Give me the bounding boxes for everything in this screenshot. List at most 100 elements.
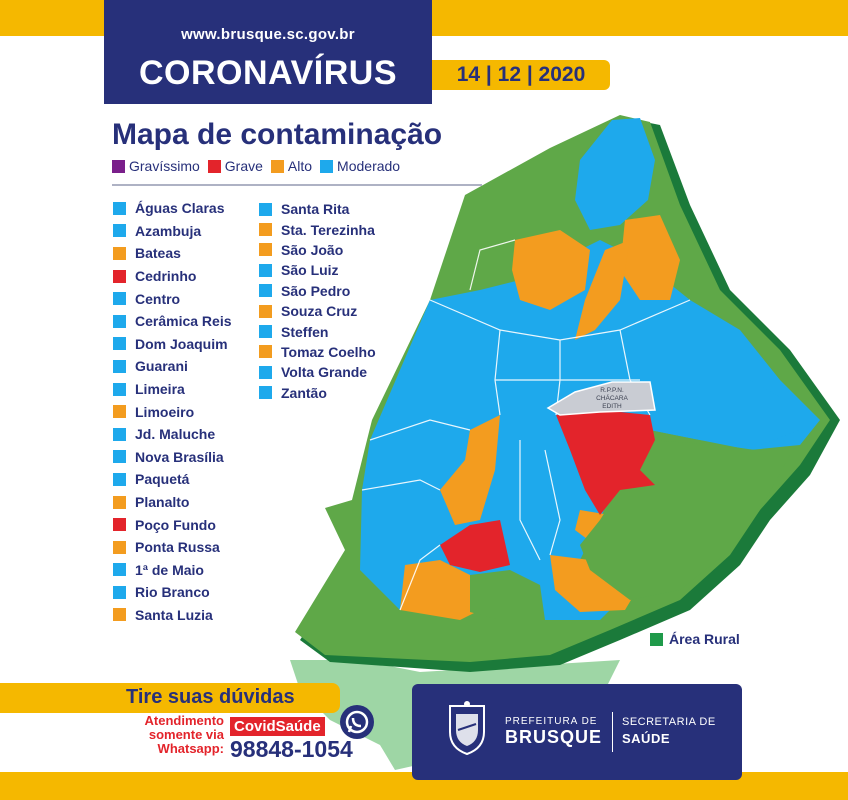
neighborhood-item: Águas Claras [112,197,232,220]
covid-tag: CovidSaúde [230,717,325,736]
neighborhood-item: Rio Branco [112,581,232,604]
reserve-label-3: EDITH [602,403,622,410]
neighborhood-swatch [258,364,273,380]
neighborhood-swatch [258,201,273,217]
neighborhood-item: Santa Luzia [112,604,232,627]
neighborhood-item: Cerâmica Reis [112,310,232,333]
neighborhood-swatch [112,584,127,600]
urban-east-area [640,380,800,445]
neighborhood-swatch [258,242,273,258]
neighborhood-swatch [258,222,273,238]
map-title: Mapa de contaminação [112,118,443,151]
contact-instructions: Atendimento somente via Whatsapp: [118,714,224,756]
rural-swatch [650,632,663,646]
neighborhood-item: Paquetá [112,468,232,491]
neighborhood-item: Centro [112,287,232,310]
orange-west-area [440,415,500,525]
neighborhood-item: Volta Grande [258,362,376,382]
neighborhood-name: Santa Luzia [135,606,213,623]
red-west-area [440,520,510,572]
neighborhood-item: Zantão [258,383,376,403]
date-label: 14 | 12 | 2020 [456,63,586,86]
logo-separator [612,712,613,752]
neighborhood-swatch [112,291,127,307]
neighborhood-swatch [112,358,127,374]
header-box: www.brusque.sc.gov.br CORONAVÍRUS [104,0,432,104]
district-boundaries [361,239,691,611]
neighborhood-name: Sta. Terezinha [281,221,375,238]
neighborhood-swatch [112,517,127,533]
neighborhood-swatch [112,223,127,239]
red-east-area [556,410,655,515]
whatsapp-icon[interactable] [340,705,374,739]
whatsapp-glyph [345,710,369,734]
reserve-area [546,381,656,416]
neighborhood-swatch [112,471,127,487]
neighborhood-swatch [112,245,127,261]
contact-line-1: Atendimento [144,713,224,728]
neighborhood-name: Planalto [135,494,190,511]
header-title: CORONAVÍRUS [139,54,397,92]
reserve-label-1: R.P.P.N. [600,387,624,394]
neighborhood-name: Rio Branco [135,584,210,601]
city-emblem-icon [449,701,485,756]
website-url: www.brusque.sc.gov.br [181,26,355,43]
neighborhood-name: Bateas [135,245,181,262]
legend-item-moderado: Moderado [320,158,400,174]
neighborhood-item: Sta. Terezinha [258,219,376,239]
neighborhood-item: Ponta Russa [112,536,232,559]
contact-line-2: somente via [148,727,224,742]
neighborhood-name: 1ª de Maio [135,561,204,578]
prefeitura-small-label: PREFEITURA DE [505,716,598,727]
neighborhood-item: Cedrinho [112,265,232,288]
neighborhood-swatch [258,385,273,401]
neighborhood-item: São Luiz [258,260,376,280]
neighborhood-swatch [112,404,127,420]
neighborhood-name: Ponta Russa [135,539,220,556]
contact-line-3: Whatsapp: [157,741,224,756]
neighborhood-item: Steffen [258,321,376,341]
neighborhood-swatch [258,262,273,278]
secretaria-name-label: SAÚDE [622,731,671,746]
neighborhood-name: Centro [135,290,181,307]
legend-item-grave: Grave [207,158,263,174]
neighborhood-name: Nova Brasília [135,448,224,465]
neighborhood-item: Nova Brasília [112,446,232,469]
phone-number[interactable]: 98848-1054 [230,736,353,762]
neighborhood-name: Volta Grande [281,364,368,381]
neighborhood-swatch [112,268,127,284]
neighborhood-item: Limeira [112,378,232,401]
neighborhood-swatch [112,426,127,442]
neighborhood-name: Santa Rita [281,201,350,218]
divider [112,184,482,186]
neighborhood-item: Tomaz Coelho [258,342,376,362]
neighborhood-swatch [258,324,273,340]
neighborhood-swatch [112,336,127,352]
neighborhood-item: Limoeiro [112,400,232,423]
neighborhood-item: Jd. Maluche [112,423,232,446]
neighborhood-name: Jd. Maluche [135,426,216,443]
neighborhood-name: Limeira [135,381,185,398]
neighborhood-item: Poço Fundo [112,513,232,536]
neighborhood-name: Poço Fundo [135,516,216,533]
legend-label: Grave [224,158,263,174]
legend-item-alto: Alto [270,158,312,174]
contact-heading: Tire suas dúvidas [126,686,295,708]
date-box: 14 | 12 | 2020 [432,60,610,90]
neighborhood-name: Guarani [135,358,188,375]
neighborhood-item: Guarani [112,355,232,378]
neighborhood-swatch [258,283,273,299]
neighborhood-item: São João [258,240,376,260]
neighborhood-item: Bateas [112,242,232,265]
orange-southwest-area [400,560,480,620]
neighborhood-name: Souza Cruz [281,303,358,320]
legend-swatch [112,159,125,173]
neighborhood-item: Azambuja [112,220,232,243]
rural-inner-south [470,570,545,620]
neighborhood-item: Souza Cruz [258,301,376,321]
neighborhood-swatch [112,562,127,578]
legend-item-gravissimo: Gravíssimo [112,158,200,174]
secretaria-small-label: SECRETARIA DE [622,716,716,728]
legend-swatch [270,159,284,173]
